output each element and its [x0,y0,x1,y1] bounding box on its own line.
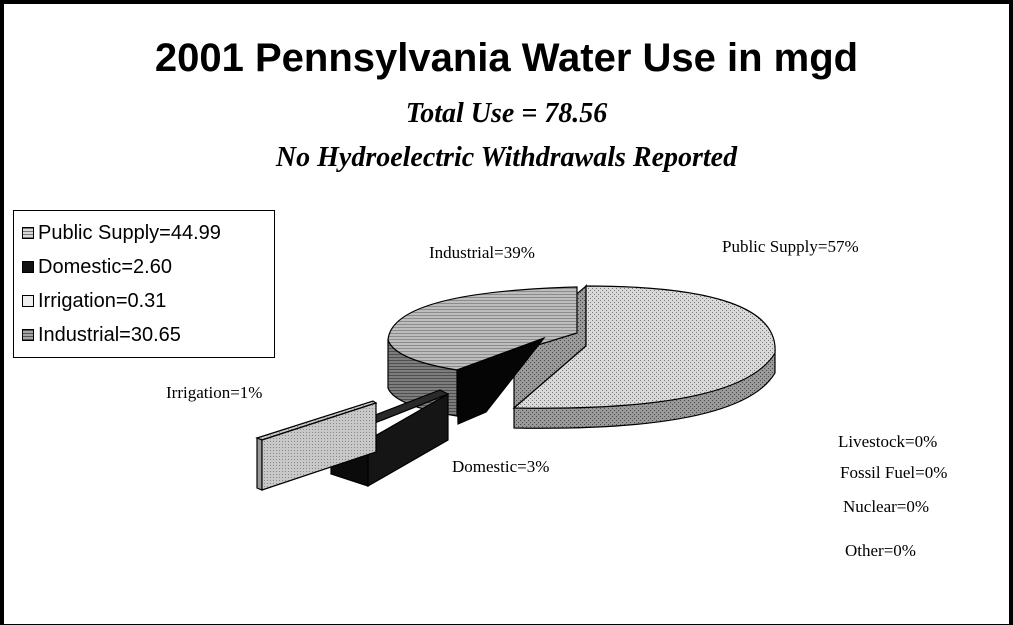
chart-subtitle-total: Total Use = 78.56 [405,98,608,129]
label-nuclear: Nuclear=0% [843,497,930,516]
legend-item-irrigation: Irrigation=0.31 [22,284,274,318]
legend-swatch [22,329,34,341]
legend-label: Industrial=30.65 [38,323,181,346]
label-livestock: Livestock=0% [838,432,938,451]
slice-public-supply [512,283,776,429]
label-other: Other=0% [845,541,916,560]
legend: Public Supply=44.99 Domestic=2.60 Irriga… [13,210,275,358]
legend-label: Domestic=2.60 [38,255,172,278]
label-domestic: Domestic=3% [452,457,550,476]
label-irrigation: Irrigation=1% [166,383,263,402]
chart-title: 2001 Pennsylvania Water Use in mgd [154,36,859,80]
legend-swatch [22,295,34,307]
chart-subtitle-hydro: No Hydroelectric Withdrawals Reported [275,142,738,173]
label-fossil-fuel: Fossil Fuel=0% [840,463,948,482]
label-industrial: Industrial=39% [429,243,535,262]
legend-label: Public Supply=44.99 [38,221,221,244]
legend-swatch [22,261,34,273]
legend-label: Irrigation=0.31 [38,289,167,312]
slice-domestic [456,336,546,425]
legend-swatch [22,227,34,239]
legend-item-domestic: Domestic=2.60 [22,250,274,284]
legend-item-industrial: Industrial=30.65 [22,318,274,352]
legend-item-public-supply: Public Supply=44.99 [22,216,274,250]
exploded-irrigation-block [255,400,378,491]
label-public-supply: Public Supply=57% [722,237,859,256]
